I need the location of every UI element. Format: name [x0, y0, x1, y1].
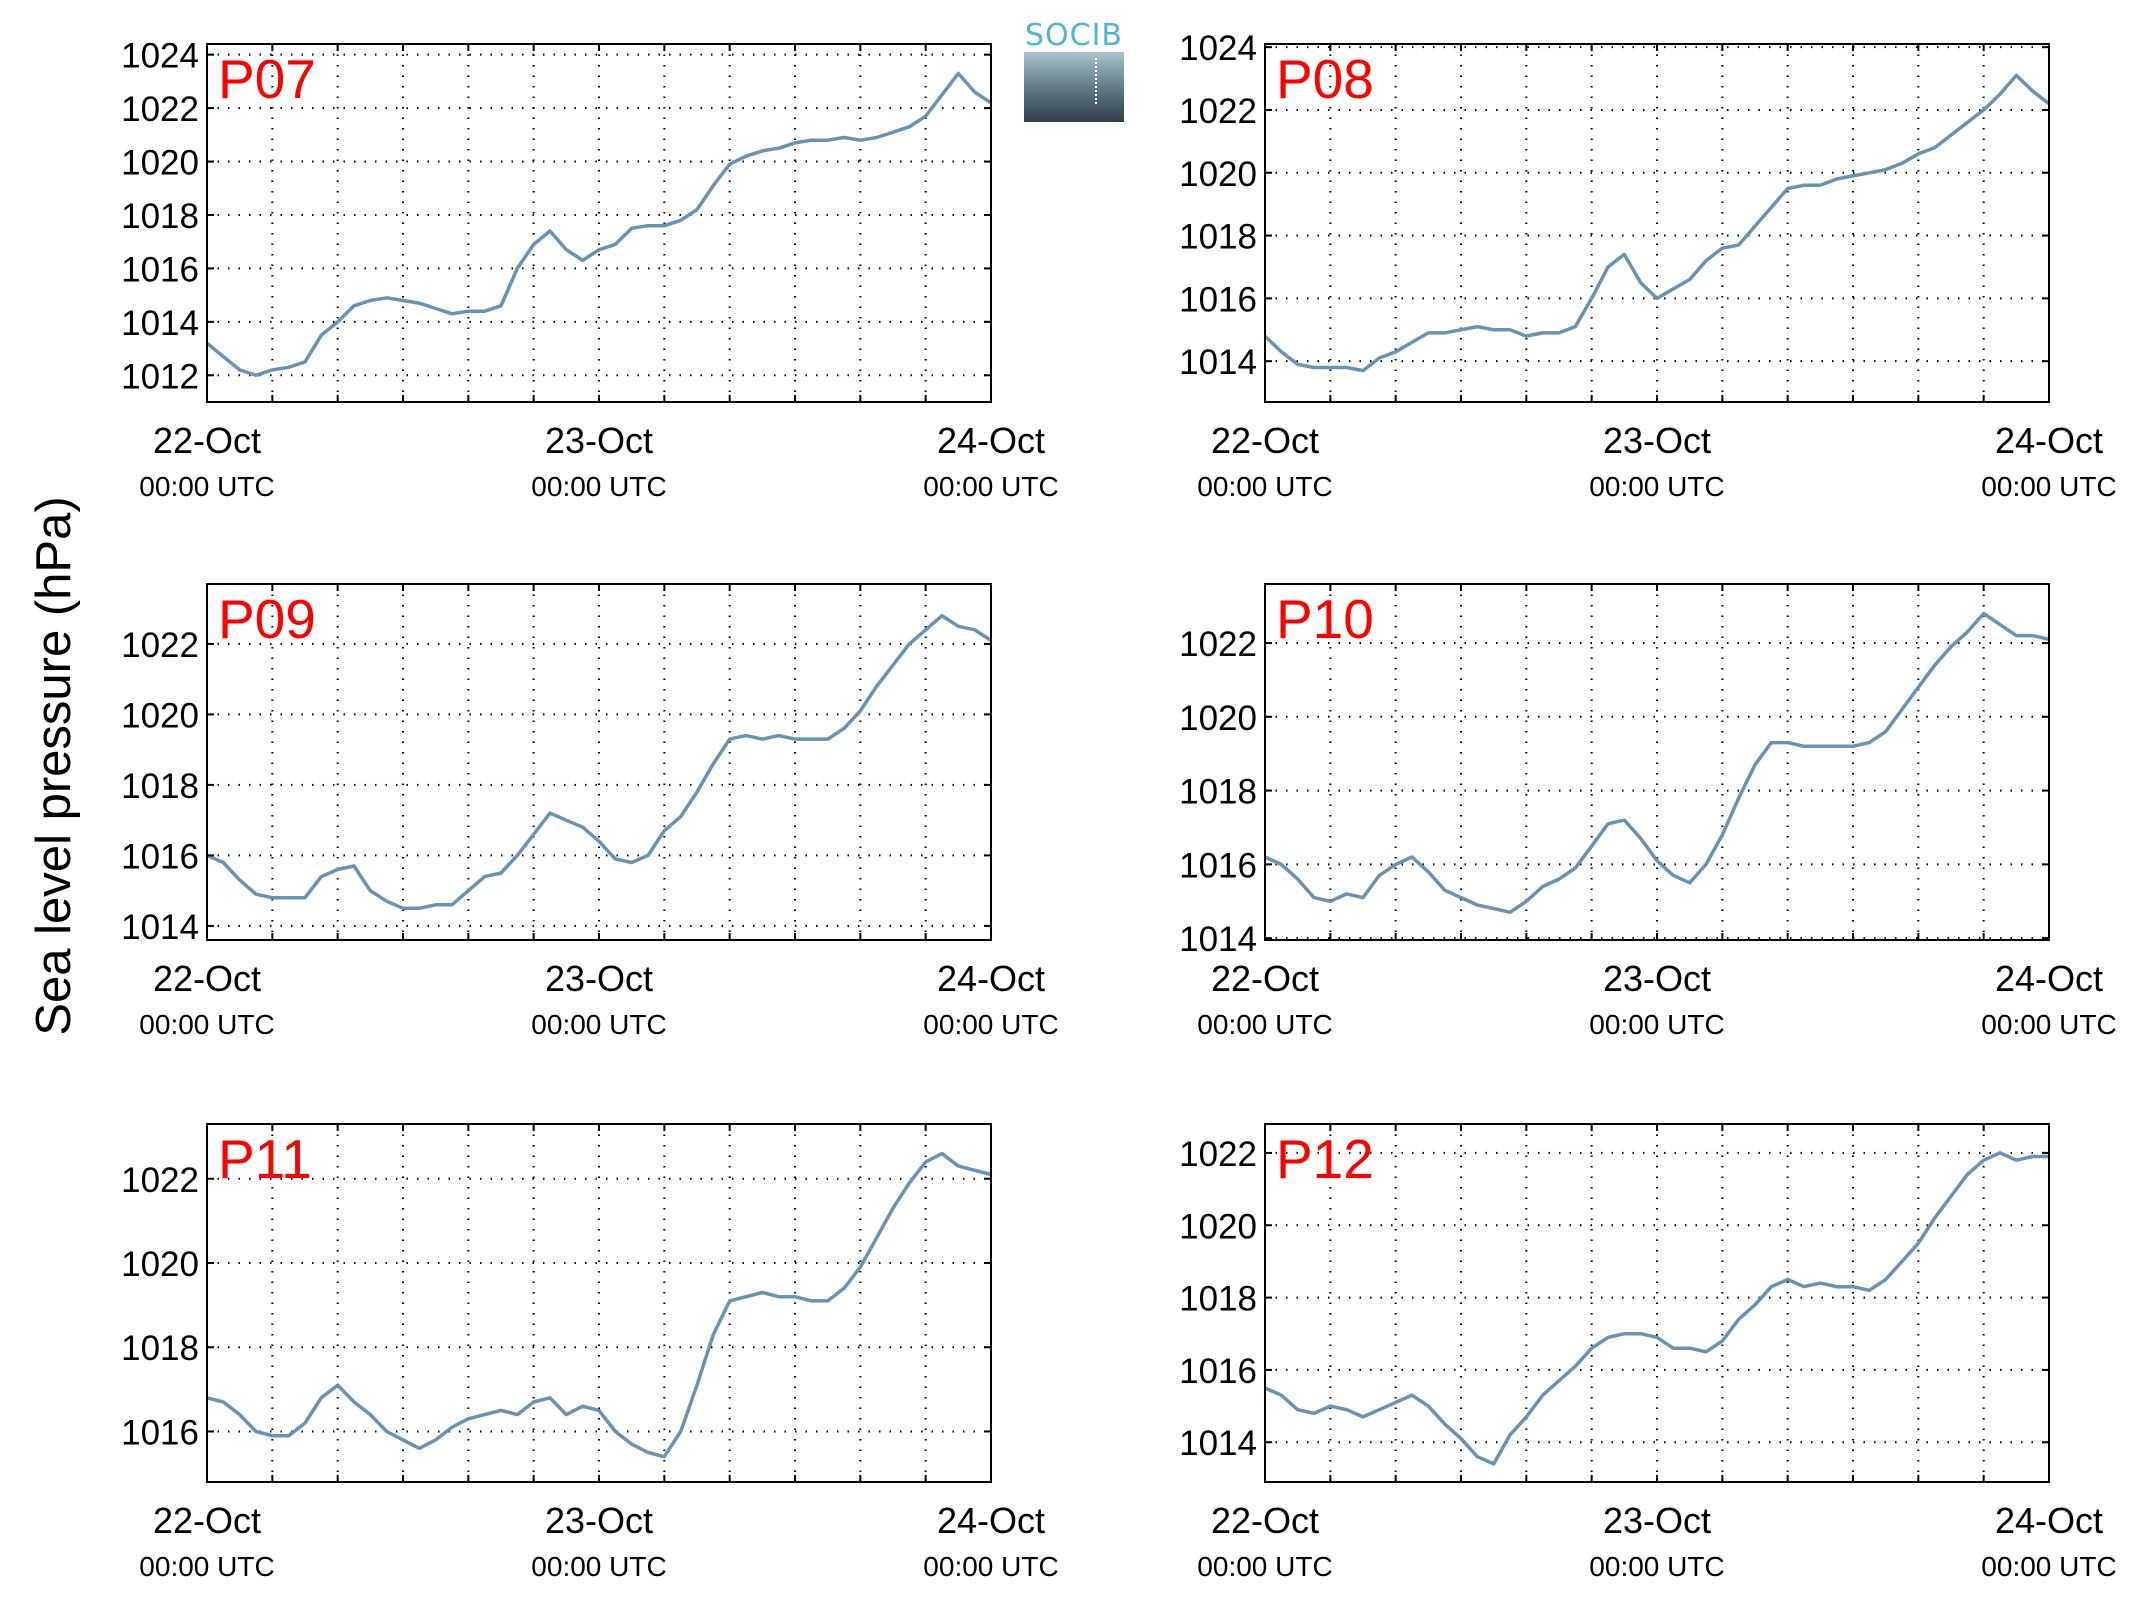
- series-line-p08: [1263, 73, 2051, 373]
- series-line-p11: [206, 1151, 992, 1459]
- x-tick-label-date: 23-Oct: [545, 420, 653, 461]
- chart-panel-p07: 1012 1014 1016 1018 1020 1022 1024 22-Oct 00:00 …: [121, 37, 1059, 502]
- y-tick-label: 1016: [121, 1413, 199, 1452]
- panel-title: P12: [1276, 1128, 1374, 1190]
- y-tick-label: 1024: [1179, 29, 1257, 68]
- y-tick-label: 1024: [121, 37, 199, 76]
- y-tick-label: 1020: [1179, 699, 1257, 738]
- x-tick-label-date: 24-Oct: [1995, 958, 2103, 999]
- y-tick-label: 1014: [121, 304, 199, 343]
- y-tick-label: 1014: [121, 908, 199, 947]
- x-tick-label-date: 24-Oct: [1995, 420, 2103, 461]
- x-tick-label-date: 23-Oct: [1603, 420, 1711, 461]
- series-line-p10: [1264, 611, 2050, 915]
- y-tick-label: 1016: [1179, 1352, 1257, 1391]
- panel-title: P09: [218, 588, 316, 650]
- y-tick-label: 1016: [1179, 846, 1257, 885]
- x-tick-label-time: 00:00 UTC: [1589, 1551, 1724, 1582]
- y-tick-label: 1020: [121, 144, 199, 183]
- y-tick-label: 1022: [121, 1161, 199, 1200]
- panel-title: P10: [1276, 588, 1374, 650]
- x-tick-label-date: 23-Oct: [1603, 1500, 1711, 1541]
- y-tick-label: 1016: [1179, 280, 1257, 319]
- x-tick-label-time: 00:00 UTC: [1981, 471, 2116, 502]
- panel-title: P08: [1276, 48, 1374, 110]
- y-tick-label: 1018: [121, 197, 199, 236]
- x-tick-label-date: 22-Oct: [153, 420, 261, 461]
- y-tick-label: 1020: [121, 696, 199, 735]
- x-tick-label-date: 22-Oct: [153, 1500, 261, 1541]
- chart-panel-p08: 1014 1016 1018 1020 1022 1024 22-Oct 00:00 UTC 2…: [1179, 29, 2117, 502]
- socib-logo: SOCIB: [1024, 18, 1124, 122]
- x-tick-label-date: 24-Oct: [937, 420, 1045, 461]
- x-tick-label-date: 24-Oct: [1995, 1500, 2103, 1541]
- y-tick-label: 1018: [1179, 218, 1257, 257]
- x-tick-label-time: 00:00 UTC: [1197, 471, 1332, 502]
- logo-text: SOCIB: [1024, 18, 1124, 53]
- y-tick-label: 1022: [1179, 1135, 1257, 1174]
- x-tick-label-date: 22-Oct: [153, 958, 261, 999]
- x-tick-label-time: 00:00 UTC: [923, 471, 1058, 502]
- y-tick-label: 1020: [1179, 155, 1257, 194]
- y-tick-label: 1018: [1179, 773, 1257, 812]
- y-tick-label: 1018: [121, 767, 199, 806]
- series-line-p09: [206, 613, 992, 911]
- x-tick-label-date: 22-Oct: [1211, 420, 1319, 461]
- x-tick-label-date: 24-Oct: [937, 958, 1045, 999]
- x-tick-label-time: 00:00 UTC: [139, 471, 274, 502]
- panel-title: P07: [218, 48, 316, 110]
- panel-title: P11: [218, 1128, 312, 1190]
- y-tick-label: 1020: [121, 1245, 199, 1284]
- x-tick-label-time: 00:00 UTC: [1197, 1009, 1332, 1040]
- x-tick-label-date: 24-Oct: [937, 1500, 1045, 1541]
- x-tick-label-date: 22-Oct: [1211, 958, 1319, 999]
- chart-panels: 1012 1014 1016 1018 1020 1022 1024 22-Oct 00:00 …: [121, 29, 2117, 1582]
- x-tick-label-time: 00:00 UTC: [923, 1009, 1058, 1040]
- y-tick-label: 1018: [121, 1329, 199, 1368]
- x-tick-label-date: 23-Oct: [1603, 958, 1711, 999]
- x-tick-label-time: 00:00 UTC: [531, 1551, 666, 1582]
- y-axis-label: Sea level pressure (hPa): [27, 496, 81, 1035]
- y-tick-label: 1014: [1179, 343, 1257, 382]
- chart-panel-p09: 1014 1016 1018 1020 1022 22-Oct 00:00 UTC 23-Oc…: [121, 583, 1059, 1040]
- x-tick-label-time: 00:00 UTC: [531, 471, 666, 502]
- x-tick-label-date: 23-Oct: [545, 1500, 653, 1541]
- x-tick-label-time: 00:00 UTC: [139, 1009, 274, 1040]
- y-tick-label: 1020: [1179, 1207, 1257, 1246]
- x-tick-label-time: 00:00 UTC: [923, 1551, 1058, 1582]
- logo-dots: [1095, 58, 1097, 104]
- series-line-p12: [1264, 1151, 2049, 1466]
- x-tick-label-time: 00:00 UTC: [1589, 1009, 1724, 1040]
- y-tick-label: 1014: [1179, 1424, 1257, 1463]
- x-tick-label-time: 00:00 UTC: [139, 1551, 274, 1582]
- chart-panel-p12: 1014 1016 1018 1020 1022 22-Oct 00:00 UTC 23-Oc…: [1179, 1123, 2117, 1582]
- x-tick-label-time: 00:00 UTC: [1589, 471, 1724, 502]
- x-tick-label-date: 22-Oct: [1211, 1500, 1319, 1541]
- y-tick-label: 1016: [121, 250, 199, 289]
- series-line-p07: [205, 71, 992, 378]
- x-tick-label-time: 00:00 UTC: [1981, 1009, 2116, 1040]
- chart-panel-p10: 1014 1016 1018 1020 1022 22-Oct 00:00 UTC 23-Oc…: [1179, 583, 2117, 1040]
- x-tick-label-time: 00:00 UTC: [531, 1009, 666, 1040]
- x-tick-label-time: 00:00 UTC: [1197, 1551, 1332, 1582]
- y-tick-label: 1022: [121, 90, 199, 129]
- y-tick-label: 1022: [1179, 92, 1257, 131]
- logo-graphic: [1024, 52, 1124, 122]
- y-tick-label: 1014: [1179, 920, 1257, 959]
- y-tick-label: 1016: [121, 837, 199, 876]
- y-tick-label: 1018: [1179, 1280, 1257, 1319]
- x-tick-label-date: 23-Oct: [545, 958, 653, 999]
- x-tick-label-time: 00:00 UTC: [1981, 1551, 2116, 1582]
- y-tick-label: 1022: [1179, 625, 1257, 664]
- y-tick-label: 1022: [121, 626, 199, 665]
- chart-panel-p11: 1016 1018 1020 1022 22-Oct 00:00 UTC 23-Oct 00:…: [121, 1123, 1059, 1582]
- y-tick-label: 1012: [121, 357, 199, 396]
